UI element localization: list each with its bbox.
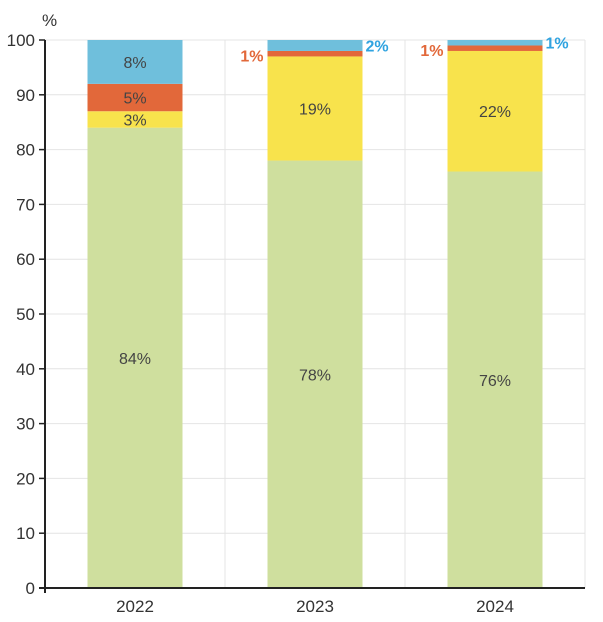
y-tick-label: 40 [16, 360, 35, 379]
x-tick-label: 2024 [476, 597, 514, 616]
bar-segment [447, 171, 543, 588]
y-tick-label: 60 [16, 250, 35, 269]
bar-segment [87, 83, 183, 112]
y-tick-label: 90 [16, 86, 35, 105]
y-tick-label: 100 [7, 31, 35, 50]
bar-segment [267, 40, 363, 51]
bar-segment [447, 50, 543, 172]
data-label: 84% [119, 351, 151, 368]
y-tick-label: 0 [26, 579, 35, 598]
data-label: 78% [299, 367, 331, 384]
y-tick-label: 30 [16, 415, 35, 434]
data-label: 1% [546, 36, 569, 53]
data-label: 1% [240, 49, 263, 66]
data-label: 22% [479, 104, 511, 121]
bar-segment [87, 40, 183, 84]
x-tick-label: 2022 [116, 597, 154, 616]
bar-segment [447, 40, 543, 46]
y-tick-label: 80 [16, 141, 35, 160]
bar-segment [87, 127, 183, 589]
x-tick-label: 2023 [296, 597, 334, 616]
data-label: 8% [123, 55, 146, 72]
bar-segment [267, 160, 363, 588]
y-tick-label: 10 [16, 524, 35, 543]
data-label: 19% [299, 102, 331, 119]
bar-segment [267, 50, 363, 57]
bar-segment [87, 111, 183, 128]
data-label: 3% [123, 112, 146, 129]
bar-segment [447, 45, 543, 51]
data-label: 76% [479, 373, 511, 390]
data-label: 1% [420, 43, 443, 60]
bar-segment [267, 56, 363, 161]
y-axis-label: % [42, 11, 57, 30]
y-tick-label: 20 [16, 469, 35, 488]
y-tick-label: 70 [16, 195, 35, 214]
data-label: 5% [123, 91, 146, 108]
data-label: 2% [366, 38, 389, 55]
y-tick-label: 50 [16, 305, 35, 324]
